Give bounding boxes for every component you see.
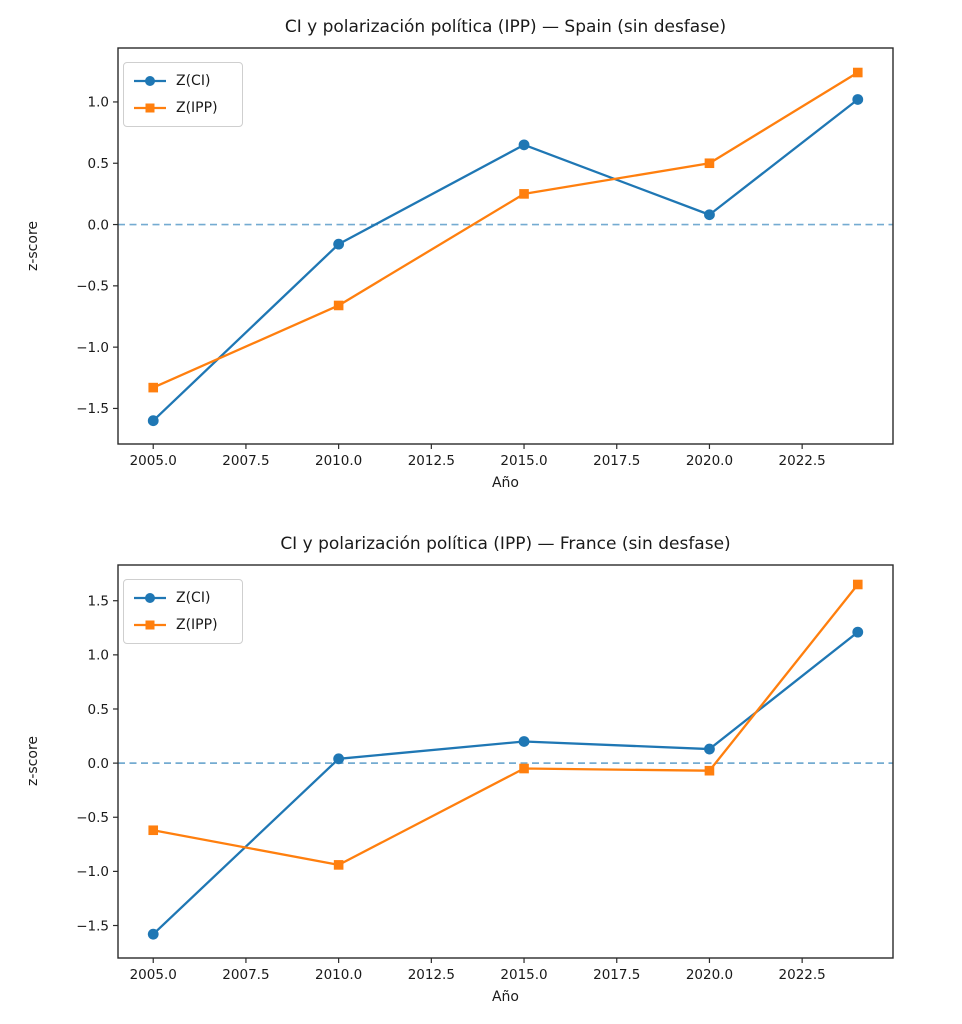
- x-tick-label: 2007.5: [222, 453, 269, 469]
- data-point: [704, 743, 715, 755]
- line-circle-sample-icon: [134, 593, 166, 603]
- x-tick-label: 2017.5: [593, 967, 640, 983]
- data-point: [704, 209, 715, 221]
- legend: Z(CI) Z(IPP): [123, 62, 243, 127]
- data-point: [519, 189, 529, 199]
- x-tick-label: 2005.0: [130, 453, 177, 469]
- legend-circle-marker-icon: [145, 593, 155, 603]
- y-tick-label: −1.0: [76, 340, 109, 356]
- x-tick-label: 2005.0: [130, 967, 177, 983]
- data-point: [852, 94, 864, 105]
- x-axis-label: Año: [491, 989, 519, 1005]
- data-point: [519, 763, 529, 774]
- x-tick-label: 2017.5: [593, 453, 640, 469]
- line-square-sample-icon: [134, 103, 166, 113]
- y-tick-label: −1.0: [76, 864, 109, 880]
- y-tick-label: −1.5: [76, 401, 109, 417]
- legend-circle-marker-icon: [145, 76, 155, 86]
- legend-entry: Z(IPP): [133, 96, 218, 120]
- data-point: [333, 860, 344, 870]
- y-tick-label: 1.0: [88, 95, 109, 111]
- x-tick-label: 2015.0: [500, 453, 547, 469]
- legend-entry: Z(IPP): [133, 613, 218, 637]
- y-axis-label: z-score: [25, 735, 41, 787]
- x-tick-label: 2022.5: [779, 967, 826, 983]
- data-point: [333, 300, 344, 311]
- legend-square-marker-icon: [145, 103, 155, 113]
- legend-label: Z(IPP): [176, 617, 218, 633]
- data-point: [518, 139, 530, 151]
- x-tick-label: 2007.5: [222, 967, 269, 983]
- y-tick-label: 1.0: [88, 648, 109, 664]
- series-line: [153, 583, 859, 867]
- x-tick-label: 2020.0: [686, 967, 733, 983]
- line-circle-sample-icon: [134, 76, 166, 86]
- legend-square-marker-icon: [145, 620, 155, 630]
- legend-label: Z(CI): [176, 73, 211, 89]
- x-tick-label: 2015.0: [500, 967, 547, 983]
- data-point: [704, 158, 715, 169]
- data-point: [704, 765, 715, 776]
- data-point: [147, 928, 159, 940]
- data-point: [148, 382, 159, 393]
- legend-entry: Z(CI): [133, 586, 218, 610]
- x-tick-label: 2020.0: [686, 453, 733, 469]
- y-tick-label: −0.5: [76, 279, 109, 295]
- x-tick-label: 2012.5: [408, 967, 455, 983]
- x-tick-label: 2010.0: [315, 453, 362, 469]
- data-point: [852, 626, 864, 638]
- legend: Z(CI) Z(IPP): [123, 579, 243, 644]
- x-tick-label: 2022.5: [779, 453, 826, 469]
- data-point: [518, 736, 530, 747]
- legend-label: Z(IPP): [176, 100, 218, 116]
- spain-plot-svg: 2005.0 2007.5 2010.0 2012.5 2015.0 2017.5 2020…: [76, 47, 894, 469]
- y-tick-label: −0.5: [76, 810, 109, 826]
- data-point: [147, 415, 159, 427]
- data-point: [852, 67, 863, 78]
- data-point: [852, 579, 863, 590]
- y-tick-label: 1.5: [88, 594, 109, 610]
- y-tick-label: 0.0: [88, 217, 109, 233]
- x-tick-label: 2012.5: [408, 453, 455, 469]
- y-tick-label: 0.0: [88, 756, 109, 772]
- legend-label: Z(CI): [176, 590, 211, 606]
- x-tick-label: 2010.0: [315, 967, 362, 983]
- france-plot-svg: 2005.0 2007.5 2010.0 2012.5 2015.0 2017.5 2020…: [76, 564, 894, 983]
- data-point: [333, 753, 345, 765]
- y-tick-label: 0.5: [88, 702, 109, 718]
- chart-title: CI y polarización política (IPP) — Spain…: [284, 17, 727, 37]
- axes-border: [117, 47, 894, 445]
- data-point: [333, 238, 345, 250]
- chart-title: CI y polarización política (IPP) — Franc…: [280, 534, 731, 554]
- legend-entry: Z(CI): [133, 69, 218, 93]
- line-square-sample-icon: [134, 620, 166, 630]
- y-tick-label: 0.5: [88, 156, 109, 172]
- x-axis-label: Año: [491, 475, 519, 491]
- axes-border: [117, 564, 894, 959]
- y-tick-label: −1.5: [76, 918, 109, 934]
- series-line: [152, 631, 859, 936]
- data-point: [148, 825, 159, 836]
